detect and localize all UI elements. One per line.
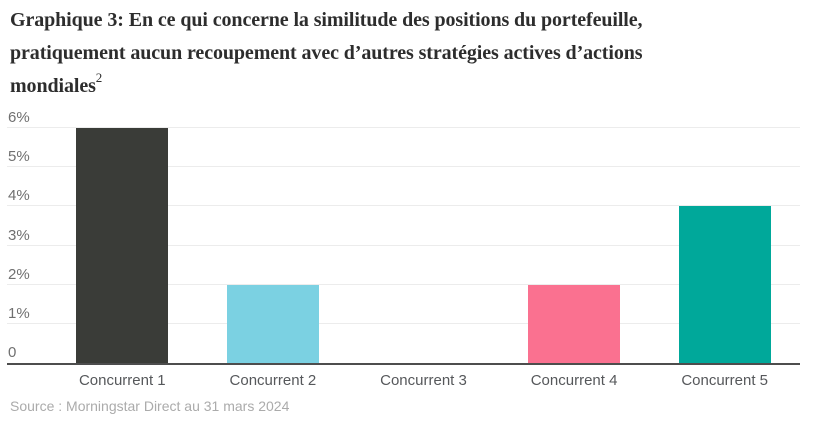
band-5	[649, 128, 800, 363]
gridline-5pct	[7, 166, 800, 168]
band-1	[47, 128, 198, 363]
y-axis-tick-6pct: 6%	[8, 109, 30, 126]
gridline-2pct	[7, 283, 800, 285]
chart-title-line-1: Graphique 3: En ce qui concerne la simil…	[10, 9, 643, 31]
y-axis-tick-0: 0	[8, 344, 17, 361]
gridline-4pct	[7, 205, 800, 207]
x-axis-label-2: Concurrent 2	[229, 372, 317, 389]
chart-title-line-3-text: mondiales	[10, 75, 96, 97]
x-axis-label-1: Concurrent 1	[78, 372, 166, 389]
x-axis-labels: Concurrent 1 Concurrent 2 Concurrent 3 Conc…	[47, 372, 800, 389]
gridline-1pct	[7, 322, 800, 324]
gridline-6pct	[7, 127, 800, 128]
gridline-3pct	[7, 244, 800, 246]
y-axis-tick-3pct: 3%	[8, 226, 30, 244]
plot-area: 6% 5% 4% 3% 2% 1% 0	[7, 110, 800, 365]
y-axis-tick-4pct: 4%	[8, 187, 30, 205]
bar-concurrent-5	[678, 206, 771, 363]
x-axis-label-3: Concurrent 3	[380, 372, 467, 389]
footnote-superscript: 2	[95, 70, 103, 86]
x-axis-label-4: Concurrent 4	[530, 372, 618, 389]
x-axis-label-5: Concurrent 5	[681, 372, 769, 389]
bars-container	[47, 128, 800, 363]
chart-title-line-2: pratiquement aucun recoupement avec d’au…	[10, 42, 643, 64]
chart-title: Graphique 3: En ce qui concerne la simil…	[10, 4, 805, 103]
source-caption: Source : Morningstar Direct au 31 mars 2…	[10, 398, 290, 414]
chart-title-line-3: mondiales2	[10, 70, 805, 103]
bar-concurrent-1	[76, 128, 169, 363]
band-3	[348, 128, 499, 363]
band-2	[198, 128, 349, 363]
bar-concurrent-4	[528, 284, 621, 363]
band-4	[499, 128, 650, 363]
y-axis-tick-1pct: 1%	[8, 304, 30, 322]
bar-concurrent-2	[226, 284, 319, 363]
y-axis-tick-5pct: 5%	[8, 148, 30, 166]
y-axis-tick-2pct: 2%	[8, 265, 30, 283]
